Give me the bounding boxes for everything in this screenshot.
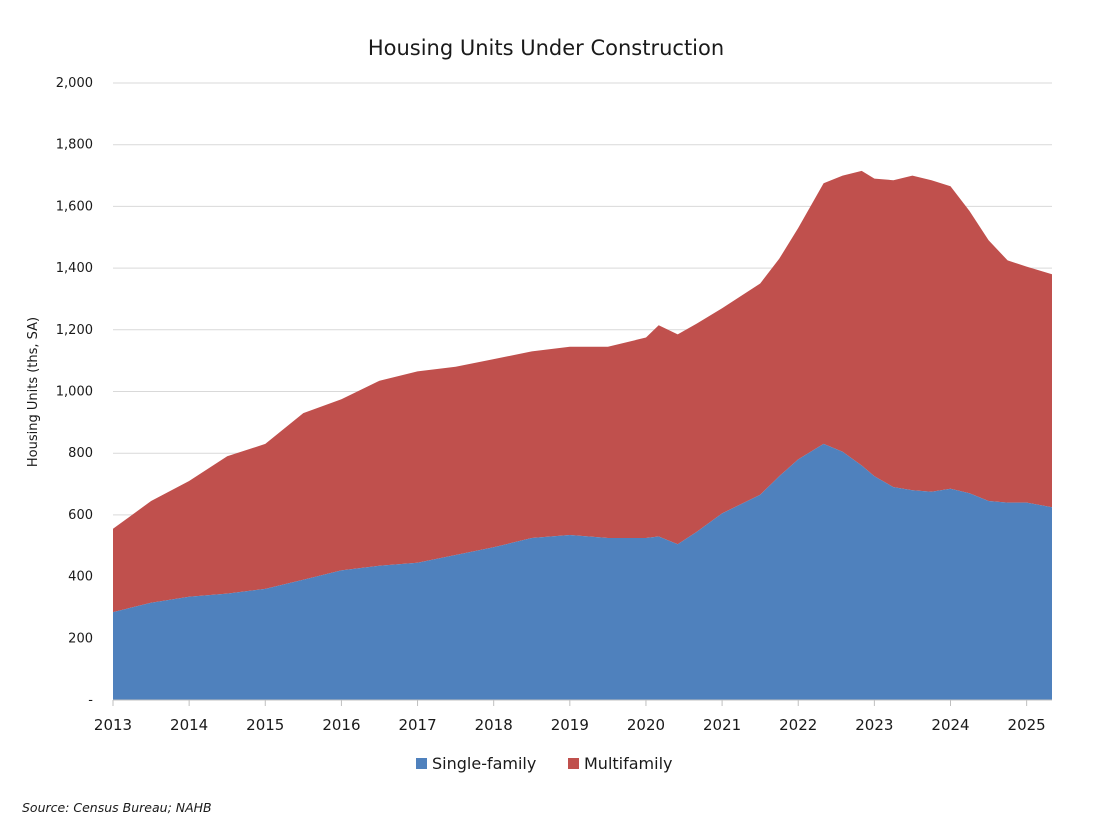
source-note: Source: Census Bureau; NAHB: [22, 800, 212, 815]
y-tick-label: 1,600: [56, 199, 93, 214]
x-tick-label: 2016: [322, 716, 360, 734]
x-tick-label: 2021: [703, 716, 741, 734]
y-tick-label: 200: [68, 631, 93, 646]
y-tick-label: 400: [68, 570, 93, 585]
area-multifamily: [113, 170, 1052, 613]
x-tick-label: 2018: [475, 716, 513, 734]
legend-label: Single-family: [432, 754, 536, 773]
x-tick-label: 2015: [246, 716, 284, 734]
y-tick-label: 1,400: [56, 261, 93, 276]
y-tick-label: 2,000: [56, 76, 93, 91]
x-tick-label: 2017: [398, 716, 436, 734]
y-tick-label: 800: [68, 446, 93, 461]
area-single-family: [113, 443, 1052, 700]
x-tick-label: 2014: [170, 716, 208, 734]
chart-title: Housing Units Under Construction: [368, 36, 724, 60]
x-tick-label: 2013: [94, 716, 132, 734]
y-tick-label: 1,200: [56, 323, 93, 338]
legend: Single-family Multifamily: [416, 754, 673, 773]
x-tick-label: 2023: [855, 716, 893, 734]
y-tick-label: -: [88, 693, 93, 708]
x-tick-label: 2019: [551, 716, 589, 734]
axes: - 200 400 600 800 1,000 1,200 1,400 1,600 1,800 2,…: [56, 76, 1052, 734]
x-tick-label: 2022: [779, 716, 817, 734]
y-tick-label: 1,800: [56, 138, 93, 153]
area-chart: Housing Units Under Construction - 200 400…: [26, 36, 1052, 773]
legend-swatch: [568, 758, 579, 769]
x-tick-label: 2024: [931, 716, 969, 734]
x-tick-label: 2020: [627, 716, 665, 734]
legend-label: Multifamily: [584, 754, 673, 773]
legend-swatch: [416, 758, 427, 769]
y-tick-label: 1,000: [56, 385, 93, 400]
y-axis-label: Housing Units (ths, SA): [26, 317, 41, 467]
x-tick-label: 2025: [1008, 716, 1046, 734]
area-series: [113, 170, 1052, 700]
y-tick-label: 600: [68, 508, 93, 523]
